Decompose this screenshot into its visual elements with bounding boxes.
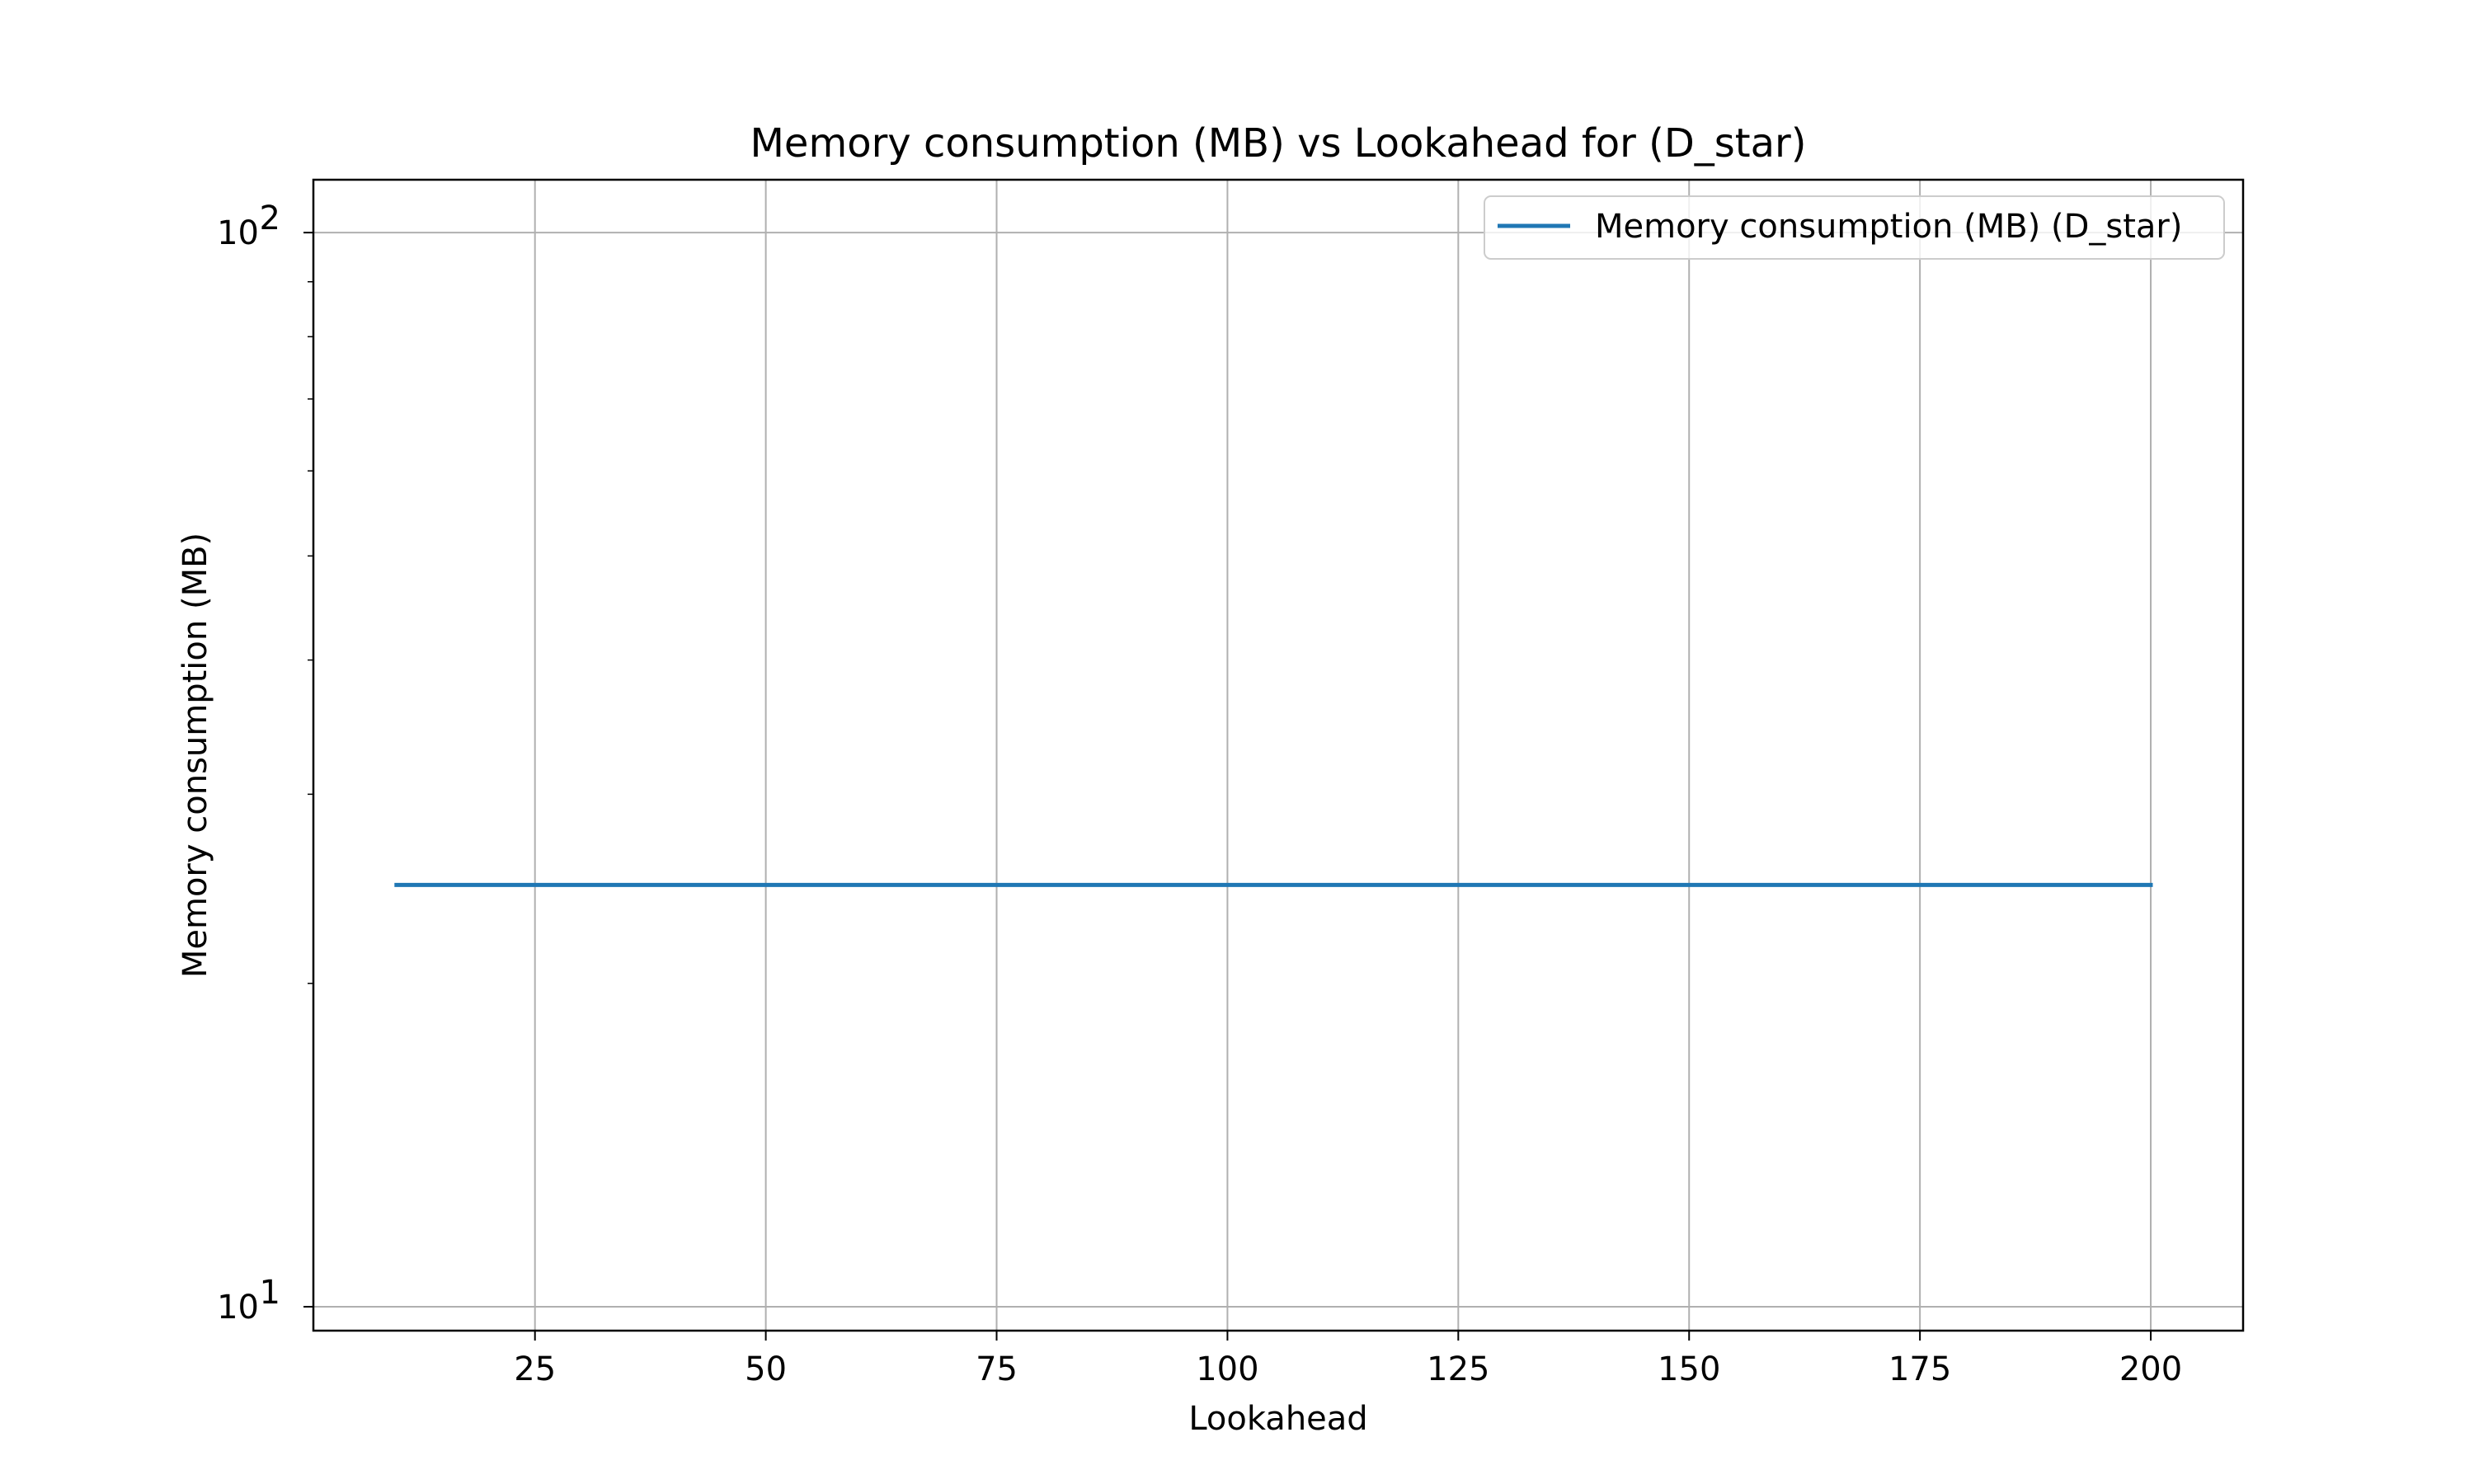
x-tick-label: 150 [1658, 1350, 1720, 1388]
legend-box [1484, 195, 2225, 260]
x-tick-label: 200 [2119, 1350, 2182, 1388]
y-axis-label: Memory consumption (MB) [176, 533, 214, 978]
y-tick-exponent: 2 [260, 200, 280, 237]
x-tick-label: 175 [1888, 1350, 1951, 1388]
x-tick-label: 125 [1427, 1350, 1489, 1388]
legend-entry-label: Memory consumption (MB) (D_star) [1595, 208, 2182, 246]
x-tick-label: 100 [1196, 1350, 1258, 1388]
x-tick-label: 25 [514, 1350, 556, 1388]
legend: Memory consumption (MB) (D_star) [1484, 195, 2225, 260]
x-axis: 25 50 75 100 125 150 175 200 [514, 1331, 2182, 1388]
x-tick-label: 75 [976, 1350, 1018, 1388]
y-tick-exponent: 1 [260, 1274, 280, 1312]
x-tick-label: 50 [745, 1350, 787, 1388]
y-tick-label: 10 [217, 1289, 259, 1327]
chart-title: Memory consumption (MB) vs Lookahead for… [750, 120, 1807, 167]
x-axis-label: Lookahead [1188, 1400, 1367, 1438]
plot-frame [312, 178, 2245, 1332]
y-tick-label: 10 [217, 214, 259, 252]
